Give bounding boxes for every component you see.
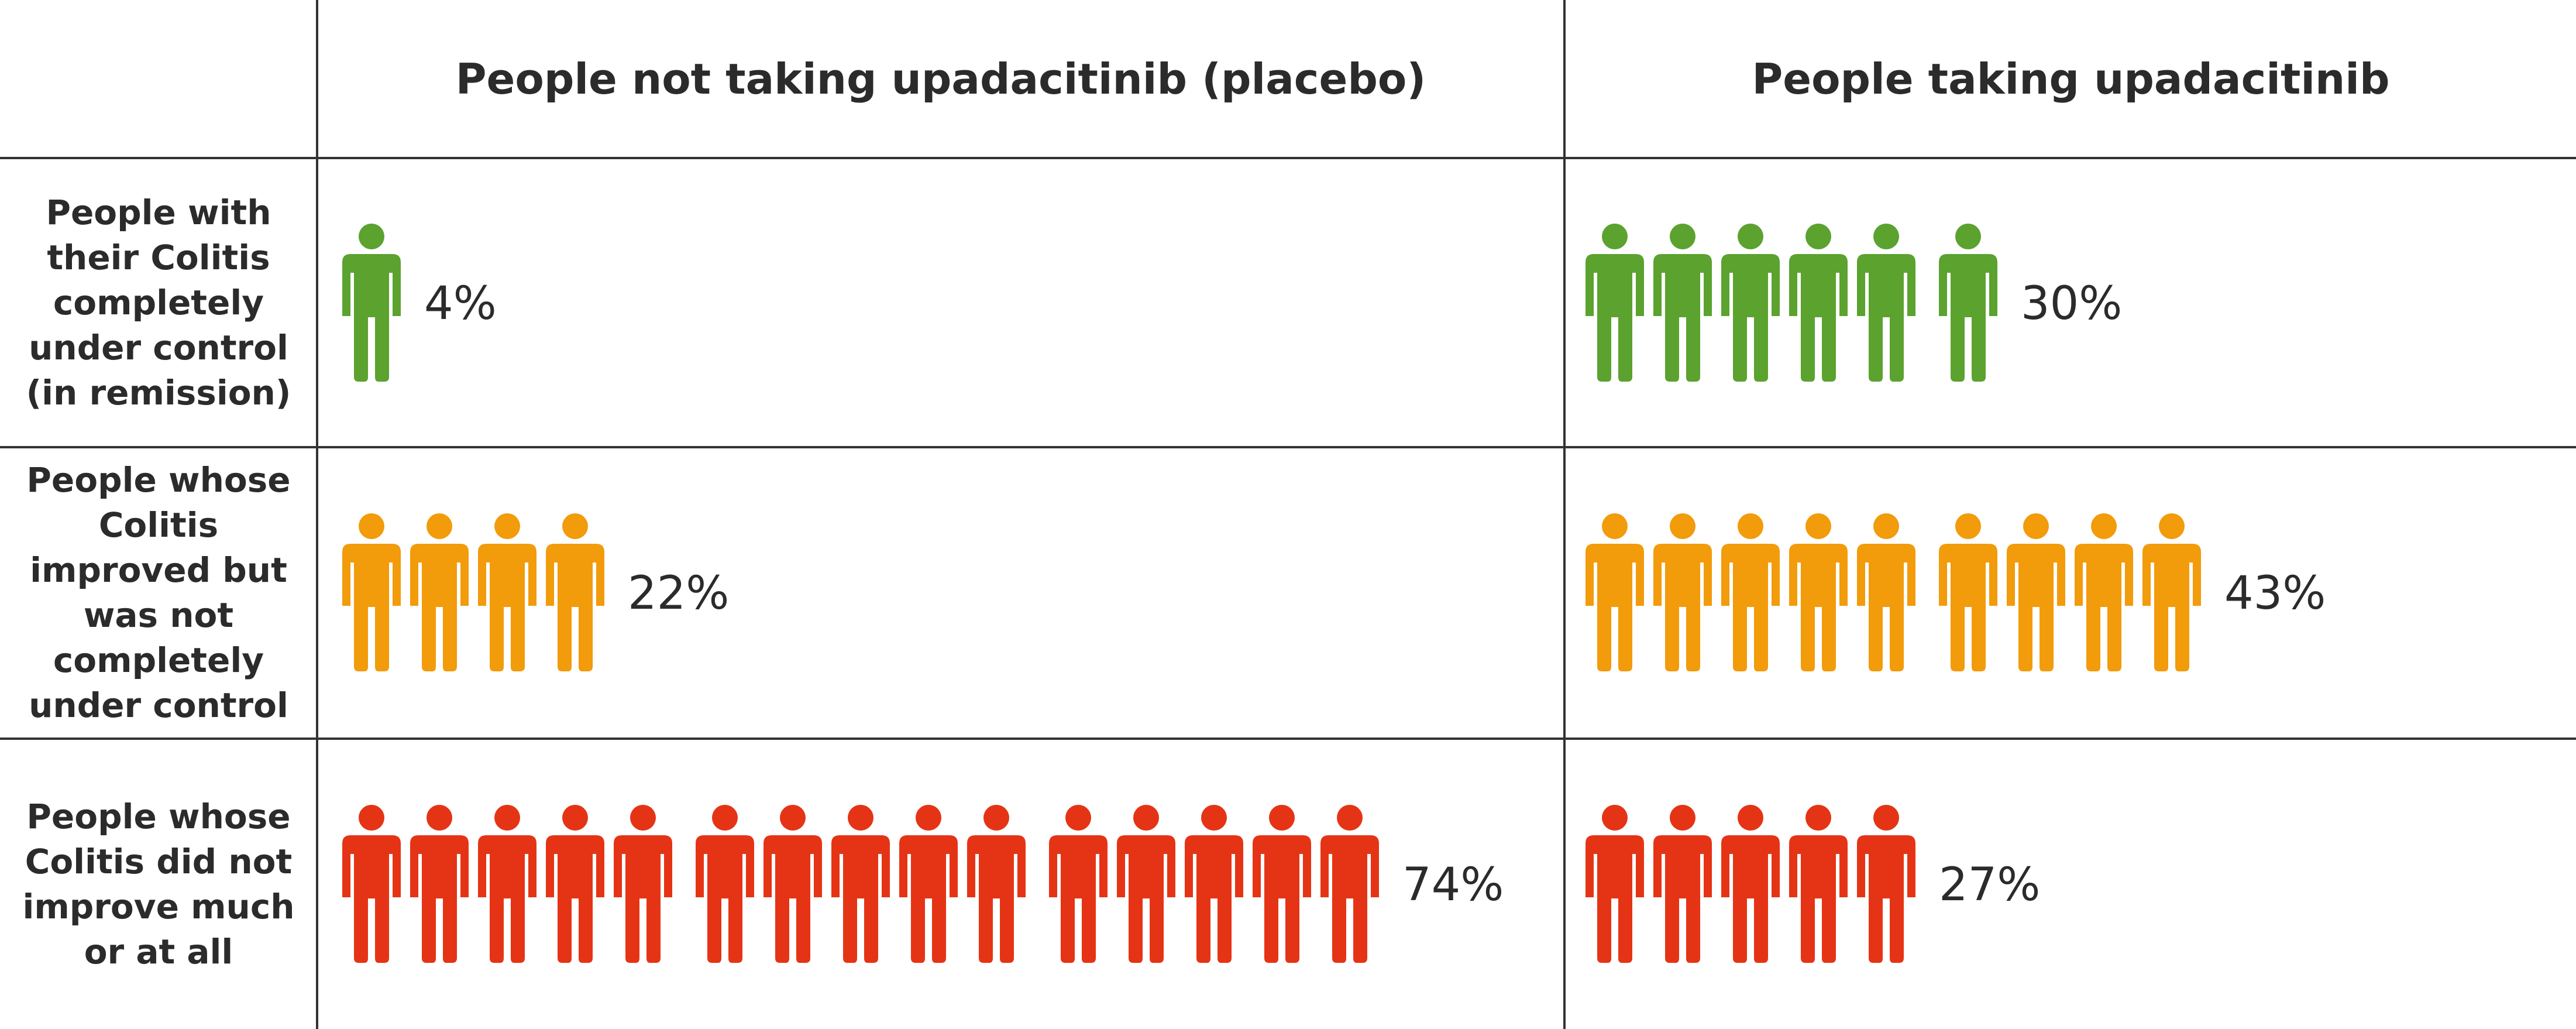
person-icon xyxy=(696,805,754,963)
person-icon xyxy=(2007,513,2065,671)
person-icon xyxy=(478,513,536,671)
column-divider-2 xyxy=(1563,0,1566,1029)
person-icon xyxy=(342,224,401,382)
person-icon xyxy=(614,805,672,963)
row-divider-2 xyxy=(0,738,2576,740)
row-header-line: People with xyxy=(46,192,271,232)
person-icon xyxy=(546,513,604,671)
person-icon xyxy=(410,805,469,963)
person-icon xyxy=(1939,513,1997,671)
row-header-line: People whose xyxy=(26,460,291,500)
column-header-upadacitinib: People taking upadacitinib xyxy=(1752,54,2390,104)
row-header-line: improved but xyxy=(30,550,287,590)
person-icon xyxy=(763,805,822,963)
column-divider-1 xyxy=(316,0,318,1029)
row-header-line: was not xyxy=(83,595,234,635)
person-icon xyxy=(1721,805,1780,963)
person-icon xyxy=(1586,224,1644,382)
person-icon xyxy=(342,513,401,671)
row-header-line: under control xyxy=(29,685,288,725)
header-divider xyxy=(0,157,2576,159)
row-header-remission: People with their Colitis completely und… xyxy=(0,159,317,446)
row-header-line: under control xyxy=(29,327,288,368)
person-icon xyxy=(1857,805,1915,963)
person-icon xyxy=(967,805,1026,963)
row-header-line: or at all xyxy=(84,932,233,972)
person-icon xyxy=(1857,513,1915,671)
row-header-line: Colitis xyxy=(98,505,219,545)
person-icon xyxy=(1789,513,1848,671)
row-header-line: Colitis did not xyxy=(25,842,293,881)
percentage-label: 74% xyxy=(1402,859,1504,911)
person-icon xyxy=(1653,513,1712,671)
person-icon xyxy=(1721,513,1780,671)
person-icon xyxy=(1586,805,1644,963)
person-icon xyxy=(2142,513,2201,671)
person-icon xyxy=(831,805,890,963)
person-icon xyxy=(478,805,536,963)
row-header-line: improve much xyxy=(22,887,295,927)
percentage-label: 30% xyxy=(2021,277,2122,330)
row-header-line: People whose xyxy=(26,797,291,836)
row-header-line: their Colitis xyxy=(47,237,270,277)
percentage-label: 27% xyxy=(1939,859,2040,911)
person-icon xyxy=(2075,513,2133,671)
person-icon xyxy=(1586,513,1644,671)
row-divider-1 xyxy=(0,446,2576,448)
person-icon xyxy=(899,805,958,963)
row-header-improved: People whose Colitis improved but was no… xyxy=(0,448,317,738)
person-icon xyxy=(1939,224,1997,382)
person-icon xyxy=(1653,805,1712,963)
percentage-label: 4% xyxy=(424,277,497,330)
person-icon xyxy=(1789,224,1848,382)
person-icon xyxy=(1721,224,1780,382)
person-icon xyxy=(1117,805,1175,963)
person-icon xyxy=(1253,805,1311,963)
column-header-placebo: People not taking upadacitinib (placebo) xyxy=(455,54,1426,104)
person-icon xyxy=(1653,224,1712,382)
person-icon xyxy=(342,805,401,963)
person-icon xyxy=(1049,805,1108,963)
person-icon xyxy=(1789,805,1848,963)
person-icon xyxy=(546,805,604,963)
row-header-line: (in remission) xyxy=(26,372,291,413)
row-header-line: completely xyxy=(53,282,264,323)
person-icon xyxy=(410,513,469,671)
percentage-label: 22% xyxy=(628,567,729,620)
person-icon xyxy=(1185,805,1243,963)
person-icon xyxy=(1320,805,1379,963)
person-icon xyxy=(1857,224,1915,382)
percentage-label: 43% xyxy=(2224,567,2326,620)
row-header-not-improved: People whose Colitis did not improve muc… xyxy=(0,740,317,1029)
row-header-line: completely xyxy=(53,640,264,680)
